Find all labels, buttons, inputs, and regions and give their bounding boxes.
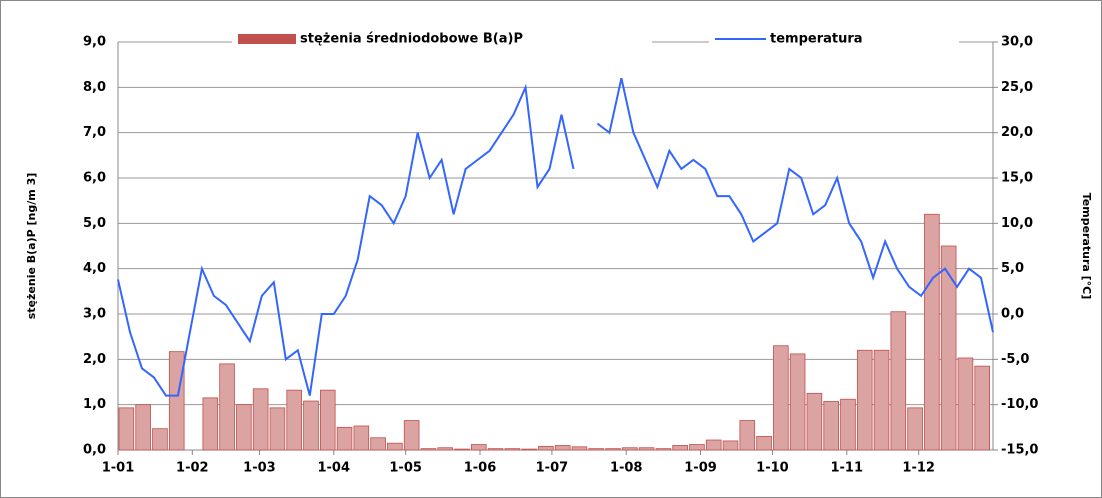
y2-axis-title: Temperatura [°C] [1080,193,1093,300]
legend-label: temperatura [770,32,863,47]
y2-tick-label: 5,0 [1001,261,1024,276]
legend-label: stężenia średniodobowe B(a)P [300,32,523,47]
bar [840,398,856,451]
x-tick-label: 1-09 [684,461,717,476]
bar [319,389,336,451]
legend-bg [709,28,959,50]
bar [504,448,521,451]
bar [705,439,722,451]
y-tick-label: 4,0 [83,261,106,276]
bar [756,435,772,451]
x-tick-label: 1-06 [464,461,497,476]
bar [387,442,403,451]
bar [856,349,873,451]
y2-tick-label: -5,0 [1001,352,1029,367]
x-tick-label: 1-08 [610,461,643,476]
bar [538,445,554,451]
bar [269,407,286,451]
bar [135,404,151,451]
bar [806,392,823,451]
bar [236,404,252,451]
bar [655,448,672,451]
bar [605,448,621,451]
bar [789,353,806,451]
bar [554,445,571,451]
bar [571,446,588,451]
bar [873,349,890,451]
bar [353,425,370,451]
bar [638,447,655,451]
x-tick-label: 1-05 [389,461,422,476]
legend-bg [232,28,652,50]
bar [286,389,302,451]
bar [470,444,487,451]
bar [454,448,470,451]
bar [152,428,168,451]
bar [588,448,605,451]
y-tick-label: 0,0 [83,443,106,458]
x-tick-label: 1-10 [756,461,789,476]
bar [924,213,940,451]
bar [252,388,269,451]
bar [722,440,739,451]
bar [773,345,789,451]
bar [219,363,235,451]
y2-tick-label: 30,0 [1001,35,1033,50]
x-tick-label: 1-01 [102,461,135,476]
y2-tick-label: -10,0 [1001,397,1038,412]
y-tick-label: 9,0 [83,35,106,50]
x-tick-label: 1-02 [176,461,209,476]
bar [370,437,386,451]
temperature-line [117,78,994,397]
bar [890,311,907,451]
y-tick-label: 3,0 [83,307,106,322]
y-axis-title: stężenie B(a)P [ng/m 3] [25,173,38,320]
y-tick-label: 1,0 [83,397,106,412]
y2-tick-label: 15,0 [1001,171,1033,186]
bar [940,245,957,451]
bar [739,420,756,451]
y-tick-label: 2,0 [83,352,106,367]
y2-tick-label: 20,0 [1001,125,1033,140]
bar [168,351,185,451]
y-tick-label: 6,0 [83,171,106,186]
x-tick-label: 1-11 [830,461,863,476]
y2-tick-label: -15,0 [1001,443,1038,458]
bar [202,397,219,451]
y-tick-label: 5,0 [83,216,106,231]
bar [336,426,353,451]
y2-tick-label: 0,0 [1001,307,1024,322]
bar [974,365,991,451]
x-tick-label: 1-03 [243,461,276,476]
y-tick-label: 8,0 [83,80,106,95]
bar [823,401,839,451]
bar [303,400,319,451]
x-tick-label: 1-12 [902,461,935,476]
bar [672,445,688,451]
x-tick-label: 1-07 [536,461,569,476]
y2-tick-label: 10,0 [1001,216,1033,231]
bar [622,447,638,451]
bar [420,448,437,451]
bar [907,407,923,451]
y2-tick-label: 25,0 [1001,80,1033,95]
y-tick-label: 7,0 [83,125,106,140]
bar [521,448,537,451]
bar [118,407,135,451]
bar [487,448,504,451]
bar [403,420,420,451]
bar [689,444,705,451]
legend-swatch [238,34,296,44]
bar [957,357,974,451]
x-tick-label: 1-04 [317,461,350,476]
bar [437,447,454,451]
